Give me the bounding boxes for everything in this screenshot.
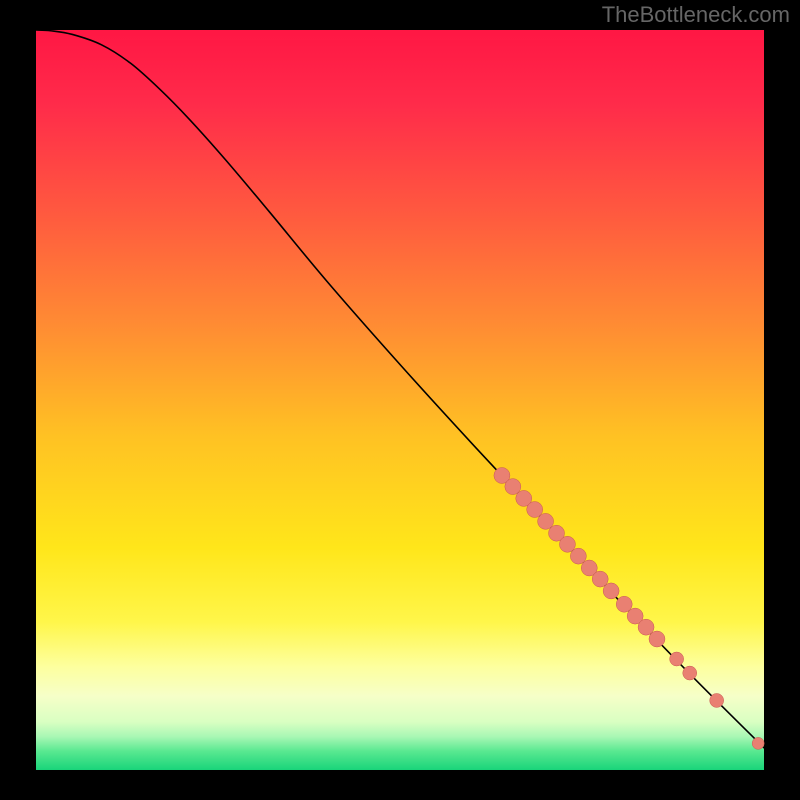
marker-point xyxy=(710,693,724,707)
plot-background xyxy=(36,30,764,770)
marker-point xyxy=(603,583,619,599)
marker-point xyxy=(670,652,684,666)
marker-point xyxy=(649,631,665,647)
chart-frame: TheBottleneck.com xyxy=(0,0,800,800)
marker-point xyxy=(683,666,697,680)
bottleneck-chart xyxy=(0,0,800,800)
watermark-label: TheBottleneck.com xyxy=(602,2,790,28)
marker-point xyxy=(752,737,764,749)
